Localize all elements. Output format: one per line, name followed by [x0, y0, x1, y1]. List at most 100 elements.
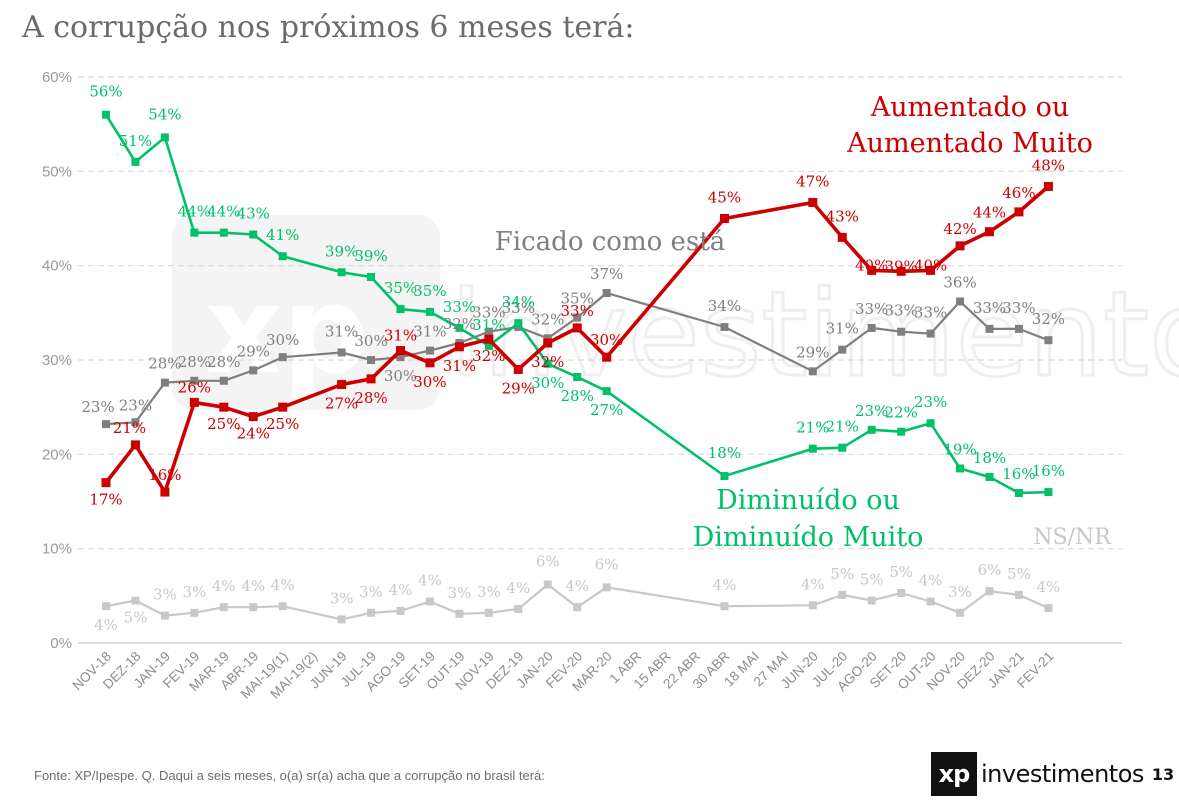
- data-point: [484, 334, 494, 344]
- data-point: [278, 353, 287, 362]
- data-label: 4%: [919, 571, 943, 589]
- data-label: 39%: [354, 247, 387, 265]
- data-point: [543, 580, 552, 589]
- data-label: 33%: [884, 302, 917, 320]
- data-label: 31%: [325, 322, 358, 340]
- y-tick-label: 20%: [42, 446, 72, 463]
- data-label: 35%: [413, 282, 446, 300]
- data-point: [454, 342, 464, 352]
- data-label: 23%: [914, 393, 947, 411]
- data-label: 4%: [506, 579, 530, 597]
- data-label: 26%: [178, 378, 211, 396]
- data-label: 33%: [502, 299, 535, 317]
- data-point: [131, 418, 140, 427]
- data-point: [926, 329, 935, 338]
- data-label: 19%: [943, 440, 976, 458]
- y-tick-label: 50%: [42, 163, 72, 180]
- data-point: [926, 419, 935, 428]
- data-label: 35%: [384, 279, 417, 297]
- data-label: 32%: [1032, 310, 1065, 328]
- data-point: [102, 110, 110, 119]
- series-name-label: Aumentado ou: [870, 92, 1070, 123]
- data-point: [337, 348, 346, 357]
- data-label: 3%: [448, 584, 472, 602]
- data-label: 33%: [472, 304, 505, 322]
- data-point: [1043, 181, 1053, 191]
- data-label: 42%: [943, 220, 976, 238]
- data-label: 21%: [796, 419, 829, 437]
- data-point: [219, 228, 228, 237]
- data-point: [1044, 604, 1053, 613]
- data-label: 25%: [207, 415, 240, 433]
- data-point: [602, 289, 611, 298]
- data-label: 31%: [384, 327, 417, 345]
- data-point: [219, 402, 229, 412]
- data-point: [985, 587, 994, 596]
- data-point: [425, 307, 434, 316]
- data-point: [838, 590, 847, 599]
- data-point: [484, 608, 493, 617]
- data-label: 16%: [1032, 462, 1065, 480]
- data-label: 47%: [796, 172, 829, 190]
- brand-block: xp investimentos 13: [931, 752, 1174, 796]
- data-point: [455, 609, 464, 618]
- data-point: [219, 603, 228, 612]
- data-point: [396, 353, 405, 362]
- data-point: [425, 358, 435, 368]
- y-tick-label: 40%: [42, 258, 72, 275]
- series-name-label: Aumentado Muito: [846, 128, 1093, 159]
- data-point: [249, 230, 258, 239]
- data-label: 39%: [884, 257, 917, 275]
- data-point: [367, 272, 376, 281]
- data-label: 37%: [590, 265, 623, 283]
- data-point: [573, 313, 582, 322]
- data-point: [484, 341, 493, 350]
- data-label: 48%: [1032, 156, 1065, 174]
- data-point: [366, 374, 376, 384]
- data-label: 30%: [266, 331, 299, 349]
- data-label: 46%: [1002, 184, 1035, 202]
- data-label: 51%: [119, 132, 152, 150]
- data-label: 28%: [354, 389, 387, 407]
- data-label: 16%: [1002, 465, 1035, 483]
- data-label: 32%: [531, 310, 564, 328]
- y-tick-label: 60%: [42, 69, 72, 86]
- data-label: 40%: [914, 256, 947, 274]
- y-tick-label: 0%: [50, 635, 72, 652]
- data-point: [720, 602, 729, 611]
- data-point: [484, 327, 493, 336]
- data-label: 4%: [271, 576, 295, 594]
- data-point: [926, 265, 936, 275]
- data-label: 18%: [973, 449, 1006, 467]
- data-point: [602, 583, 611, 592]
- data-label: 4%: [241, 577, 265, 595]
- data-label: 17%: [89, 491, 122, 509]
- data-label: 5%: [124, 609, 148, 627]
- data-point: [985, 472, 994, 481]
- data-point: [808, 367, 817, 376]
- data-label: 28%: [561, 387, 594, 405]
- data-point: [897, 427, 906, 436]
- data-point: [867, 596, 876, 605]
- data-point: [720, 322, 729, 331]
- data-label: 5%: [830, 565, 854, 583]
- data-point: [248, 412, 258, 422]
- data-point: [337, 615, 346, 624]
- data-point: [278, 402, 288, 412]
- data-label: 6%: [978, 561, 1002, 579]
- data-label: 4%: [418, 571, 442, 589]
- data-label: 27%: [325, 395, 358, 413]
- y-tick-label: 10%: [42, 541, 72, 558]
- data-point: [396, 606, 405, 615]
- data-label: 31%: [443, 357, 476, 375]
- data-label: 23%: [119, 396, 152, 414]
- data-label: 32%: [472, 347, 505, 365]
- data-label: 28%: [207, 353, 240, 371]
- data-label: 33%: [855, 300, 888, 318]
- data-label: 30%: [531, 374, 564, 392]
- data-point: [956, 464, 965, 473]
- data-label: 35%: [561, 290, 594, 308]
- data-label: 43%: [826, 207, 859, 225]
- data-point: [897, 327, 906, 336]
- data-label: 40%: [855, 256, 888, 274]
